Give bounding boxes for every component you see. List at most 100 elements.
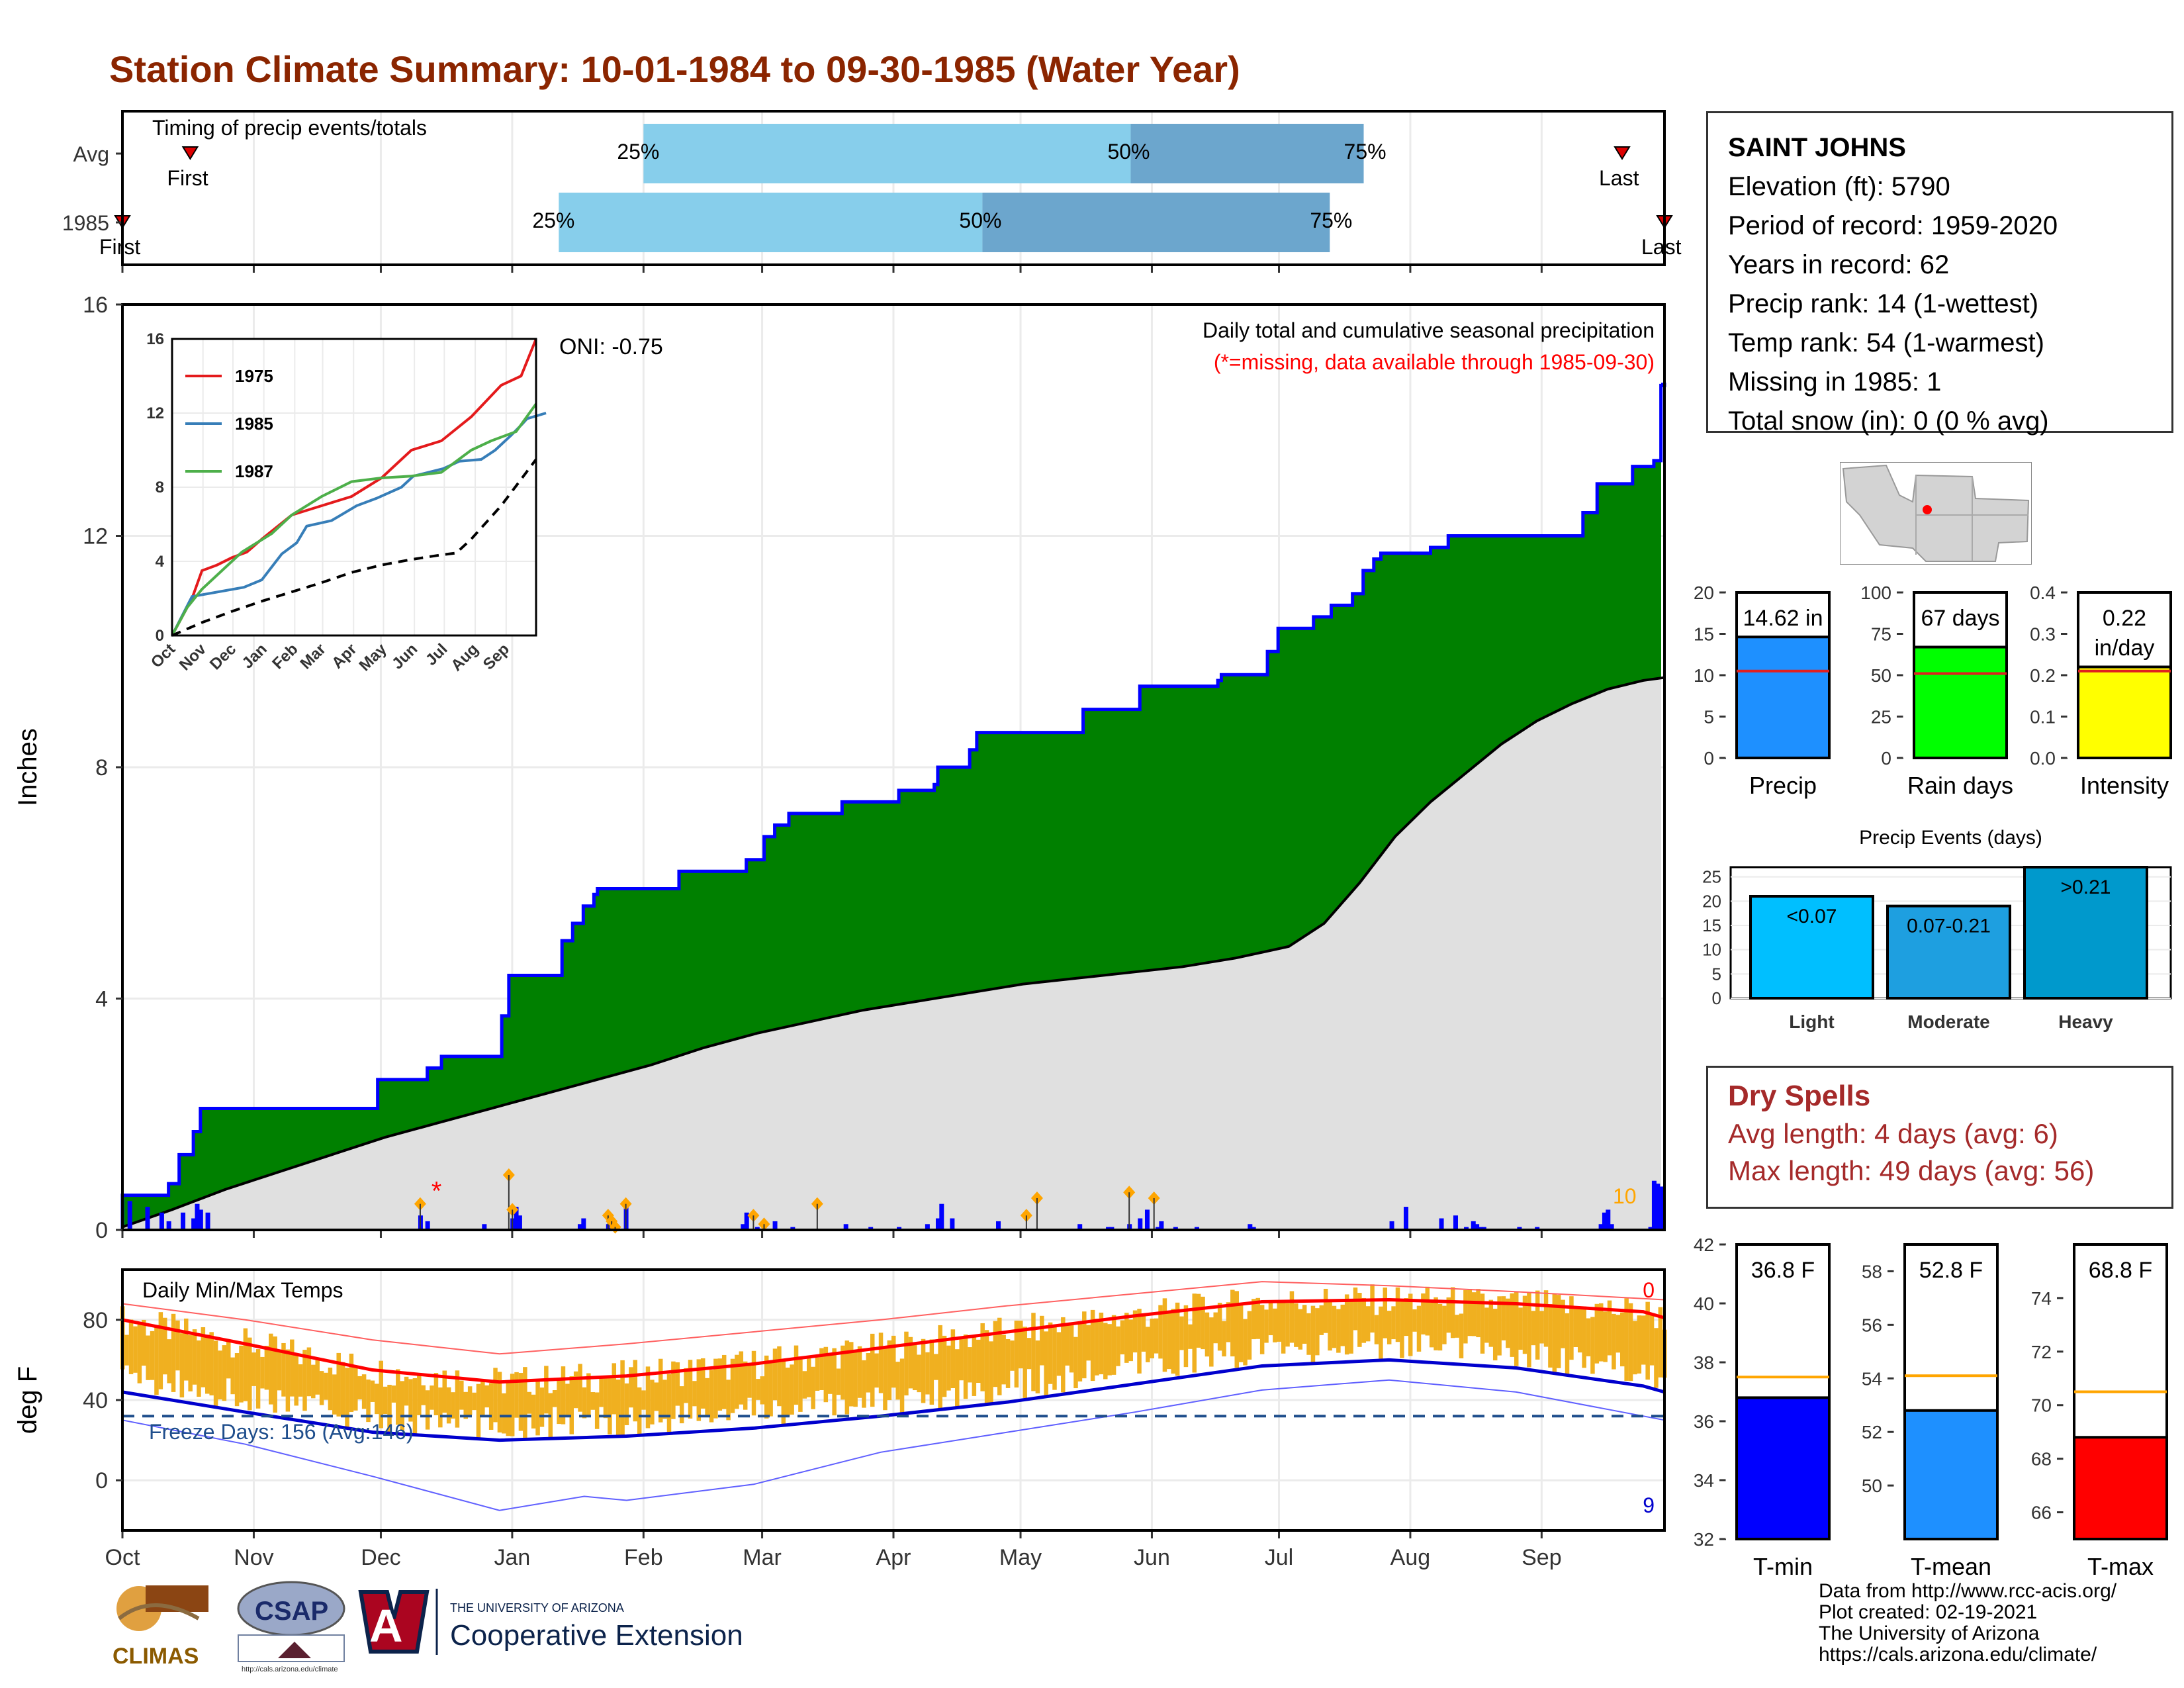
daily-precip-bar: [1606, 1209, 1611, 1230]
daily-precip-bar: [482, 1224, 487, 1230]
station-line-3: Precip rank: 14 (1-wettest): [1728, 289, 2039, 318]
daily-temp-bar: [1594, 1303, 1600, 1364]
station-name: SAINT JOHNS: [1728, 133, 1906, 162]
daily-temp-bar: [1598, 1303, 1604, 1362]
temp-summary-2-y-tick-label: 68: [2031, 1449, 2052, 1470]
daily-temp-bar: [179, 1333, 185, 1398]
daily-precip-bar: [843, 1224, 848, 1230]
daily-temp-bar: [430, 1385, 434, 1410]
inset-legend-label: 1985: [235, 414, 273, 434]
daily-precip-bar: [1109, 1227, 1115, 1230]
daily-precip-bar: [1138, 1218, 1143, 1230]
daily-precip-bar: [925, 1224, 930, 1230]
daily-temp-bar: [535, 1380, 540, 1436]
daily-precip-bar: [1648, 1227, 1653, 1230]
precip-summary-2-value-unit: in/day: [2095, 635, 2155, 661]
daily-temp-bar: [1268, 1300, 1273, 1336]
temp-summary-1-y-tick-label: 54: [1862, 1368, 1882, 1389]
daily-precip-bar: [195, 1203, 200, 1230]
daily-temp-bar: [345, 1368, 349, 1427]
daily-temp-bar: [764, 1355, 769, 1419]
record-low-line: [122, 1379, 1665, 1511]
daily-temp-bar: [1056, 1332, 1062, 1376]
station-line-4: Temp rank: 54 (1-warmest): [1728, 328, 2044, 357]
temps-y-tick-label: 80: [83, 1308, 108, 1333]
daily-temp-bar: [802, 1371, 807, 1399]
daily-temp-bar: [1273, 1308, 1277, 1342]
climas-logo: CLIMAS: [113, 1585, 208, 1669]
daily-temp-bar: [806, 1356, 811, 1397]
temp-summary-0-y-tick-label: 38: [1694, 1352, 1714, 1373]
daily-precip-bar: [1159, 1221, 1164, 1230]
inset-y-tick-label: 16: [146, 330, 164, 348]
daily-temp-bar: [713, 1358, 718, 1419]
daily-temp-bar: [599, 1377, 604, 1407]
temps-x-tick-label: Jan: [494, 1545, 530, 1570]
daily-temp-bar: [730, 1358, 735, 1413]
daily-temp-bar: [1383, 1288, 1388, 1338]
temp-summary-0-bar: [1735, 1396, 1831, 1540]
daily-temp-bar: [586, 1373, 591, 1417]
precip-summary-1-name-label: Rain days: [1907, 772, 2013, 799]
daily-temp-bar: [629, 1367, 633, 1408]
daily-temp-bar: [1226, 1302, 1231, 1342]
station-line-5: Missing in 1985: 1: [1728, 367, 1942, 397]
daily-temp-bar: [993, 1321, 998, 1387]
daily-temp-bar: [976, 1339, 981, 1383]
daily-temp-bar: [391, 1385, 396, 1403]
timing-row-label: Avg: [73, 142, 109, 166]
daily-temp-bar: [163, 1317, 167, 1375]
daily-temp-bar: [700, 1358, 705, 1409]
credit-line-3: https://cals.arizona.edu/climate/: [1819, 1644, 2097, 1665]
daily-temp-bar: [1612, 1313, 1616, 1370]
daily-temp-bar: [1179, 1316, 1184, 1350]
daily-temp-bar: [1332, 1305, 1337, 1348]
daily-temp-bar: [201, 1327, 206, 1387]
precip-summary-2-y-tick-label: 0.2: [2030, 665, 2056, 686]
daily-temp-bar: [811, 1366, 815, 1409]
events-category-label: Light: [1789, 1011, 1834, 1032]
daily-precip-bar: [198, 1209, 203, 1230]
daily-temp-bar: [260, 1356, 265, 1389]
temp-summary-2-value-label: 68.8 F: [2089, 1258, 2152, 1283]
daily-temp-bar: [281, 1342, 286, 1397]
station-line-6: Total snow (in): 0 (0 % avg): [1728, 406, 2049, 436]
daily-temp-bar: [315, 1358, 320, 1395]
daily-temp-bar: [366, 1379, 371, 1423]
precip-summary-2-bar: [2077, 665, 2172, 759]
daily-temp-bar: [1086, 1325, 1091, 1361]
daily-temp-bar: [675, 1362, 680, 1406]
daily-temp-bar: [1183, 1305, 1189, 1368]
daily-temp-bar: [899, 1358, 905, 1414]
daily-temp-bar: [679, 1386, 684, 1424]
daily-temp-bar: [1535, 1290, 1540, 1360]
daily-temp-bar: [913, 1344, 917, 1391]
daily-temp-bar: [955, 1349, 960, 1407]
temps-x-tick-label: Jul: [1265, 1545, 1293, 1570]
daily-precip-bar: [754, 1227, 760, 1230]
daily-temp-bar: [1421, 1293, 1426, 1335]
daily-temp-bar: [1357, 1293, 1362, 1347]
temp-summary-0-y-tick-label: 42: [1694, 1235, 1714, 1255]
daily-temp-bar: [1404, 1298, 1409, 1336]
record-high-line: [122, 1281, 1665, 1355]
cumulative-line: [120, 383, 1666, 1230]
daily-temp-bar: [328, 1367, 333, 1411]
ua-small-text: THE UNIVERSITY OF ARIZONA: [450, 1601, 624, 1615]
daily-temp-bar: [1603, 1311, 1608, 1362]
events-bar-label: >0.21: [2061, 876, 2111, 898]
timing-bar-q1: [643, 124, 1131, 183]
daily-temp-bar: [934, 1354, 938, 1380]
station-line-0: Elevation (ft): 5790: [1728, 172, 1950, 201]
daily-temp-bar: [565, 1383, 570, 1416]
daily-temp-bar: [1230, 1289, 1235, 1357]
daily-temp-bar: [785, 1367, 790, 1417]
csap-url: http://cals.arizona.edu/climate: [242, 1665, 338, 1673]
inset-series-line: [171, 338, 537, 636]
precip-summary-1-y-tick-label: 50: [1871, 665, 1891, 686]
daily-temp-bar: [1175, 1302, 1180, 1376]
daily-temp-bar: [510, 1374, 515, 1436]
precip-summary-2-value-label: 0.22: [2103, 606, 2146, 631]
daily-temp-bar: [942, 1335, 947, 1397]
daily-temp-bar: [772, 1348, 778, 1401]
